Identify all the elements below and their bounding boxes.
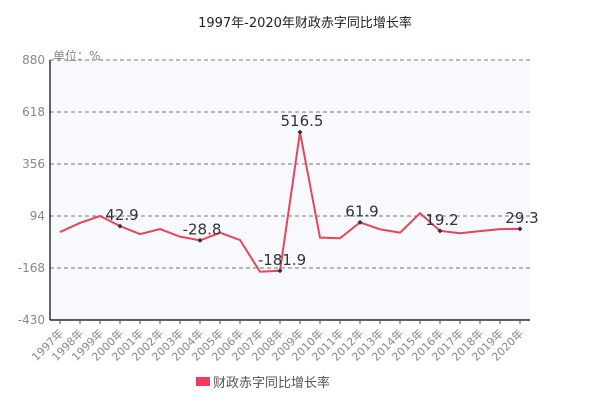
chart-title: 1997年-2020年财政赤字同比增长率 (198, 16, 412, 31)
data-label: 42.9 (105, 206, 138, 224)
y-tick-label: 356 (22, 157, 45, 171)
data-point-marker (297, 129, 303, 135)
grid-lines (50, 59, 530, 269)
data-point-marker (437, 228, 443, 234)
y-axis-labels: 880 618 356 94 -168 -430 (18, 53, 45, 327)
y-tick-label: 94 (30, 209, 45, 223)
data-point-marker (277, 268, 283, 274)
data-label: 19.2 (425, 211, 458, 229)
legend-swatch (196, 377, 210, 386)
x-axis-labels: 1997年1998年1999年2000年2001年2002年2003年2004年… (29, 326, 526, 363)
y-tick-label: 880 (22, 53, 45, 67)
y-tick-label: -430 (18, 313, 45, 327)
data-point-marker (357, 219, 363, 225)
legend-label: 财政赤字同比增长率 (213, 376, 331, 391)
data-label: 61.9 (345, 202, 378, 220)
data-labels: 42.9 -28.8 -181.9 516.5 61.9 19.2 29.3 (105, 112, 538, 269)
legend[interactable]: 财政赤字同比增长率 (196, 372, 330, 391)
data-label: 516.5 (281, 112, 324, 130)
data-markers (117, 129, 523, 274)
data-label: -181.9 (258, 251, 306, 269)
unit-label: 单位：% (53, 48, 100, 63)
data-label: 29.3 (505, 209, 538, 227)
data-label: -28.8 (183, 220, 222, 238)
plot-background (50, 60, 530, 320)
data-point-marker (197, 237, 203, 243)
data-point-marker (517, 226, 523, 232)
x-axis-ticks (59, 320, 521, 324)
y-tick-label: -168 (18, 261, 45, 275)
y-tick-label: 618 (22, 105, 45, 119)
data-point-marker (117, 223, 123, 229)
data-line (59, 131, 521, 273)
